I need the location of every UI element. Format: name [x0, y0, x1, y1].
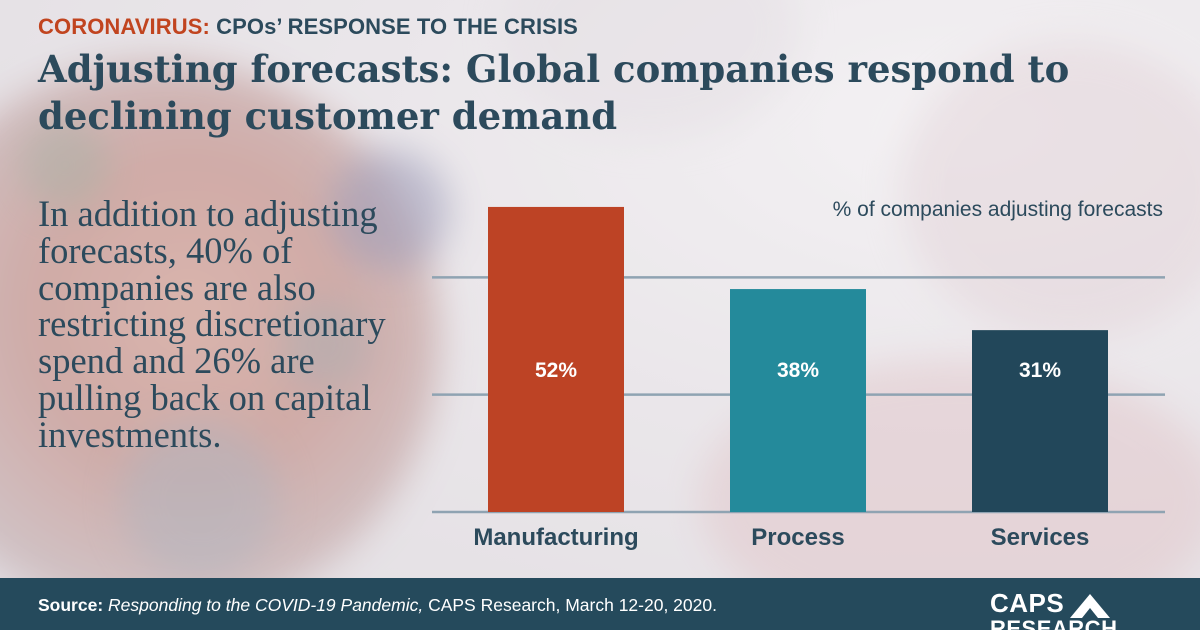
- value-label-manufacturing: 52%: [535, 359, 577, 382]
- caps-research-logo: CAPS RESEARCH: [990, 588, 1160, 630]
- source-title: Responding to the COVID-19 Pandemic,: [108, 595, 424, 615]
- chart-title: % of companies adjusting forecasts: [833, 198, 1163, 221]
- kicker-accent: CORONAVIRUS:: [38, 14, 210, 39]
- logo-word-caps: CAPS: [990, 588, 1065, 618]
- source-citation: Source: Responding to the COVID-19 Pande…: [38, 595, 717, 616]
- bar-chart: % of companies adjusting forecasts 52% 38…: [432, 198, 1165, 551]
- bar-process: [730, 289, 866, 512]
- footer: Source: Responding to the COVID-19 Pande…: [0, 578, 1200, 630]
- chart-bars: 52% 38% 31%: [488, 206, 1108, 512]
- kicker: CORONAVIRUS: CPOs’ RESPONSE TO THE CRISI…: [38, 14, 578, 40]
- source-label: Source:: [38, 595, 104, 615]
- chart-x-labels: Manufacturing Process Services: [473, 524, 1089, 551]
- headline: Adjusting forecasts: Global companies re…: [38, 47, 1070, 138]
- source-details: CAPS Research, March 12-20, 2020.: [428, 595, 717, 615]
- x-label-process: Process: [751, 524, 844, 551]
- x-label-services: Services: [991, 524, 1090, 551]
- logo-mountain-icon: [1070, 594, 1110, 618]
- value-label-services: 31%: [1019, 359, 1061, 382]
- body-text: In addition to adjusting forecasts, 40% …: [38, 193, 386, 455]
- bar-services: [972, 330, 1108, 512]
- x-label-manufacturing: Manufacturing: [473, 524, 638, 551]
- kicker-text: CPOs’ RESPONSE TO THE CRISIS: [216, 14, 578, 39]
- bar-manufacturing: [488, 206, 624, 512]
- value-label-process: 38%: [777, 359, 819, 382]
- logo-word-research: RESEARCH: [990, 616, 1118, 630]
